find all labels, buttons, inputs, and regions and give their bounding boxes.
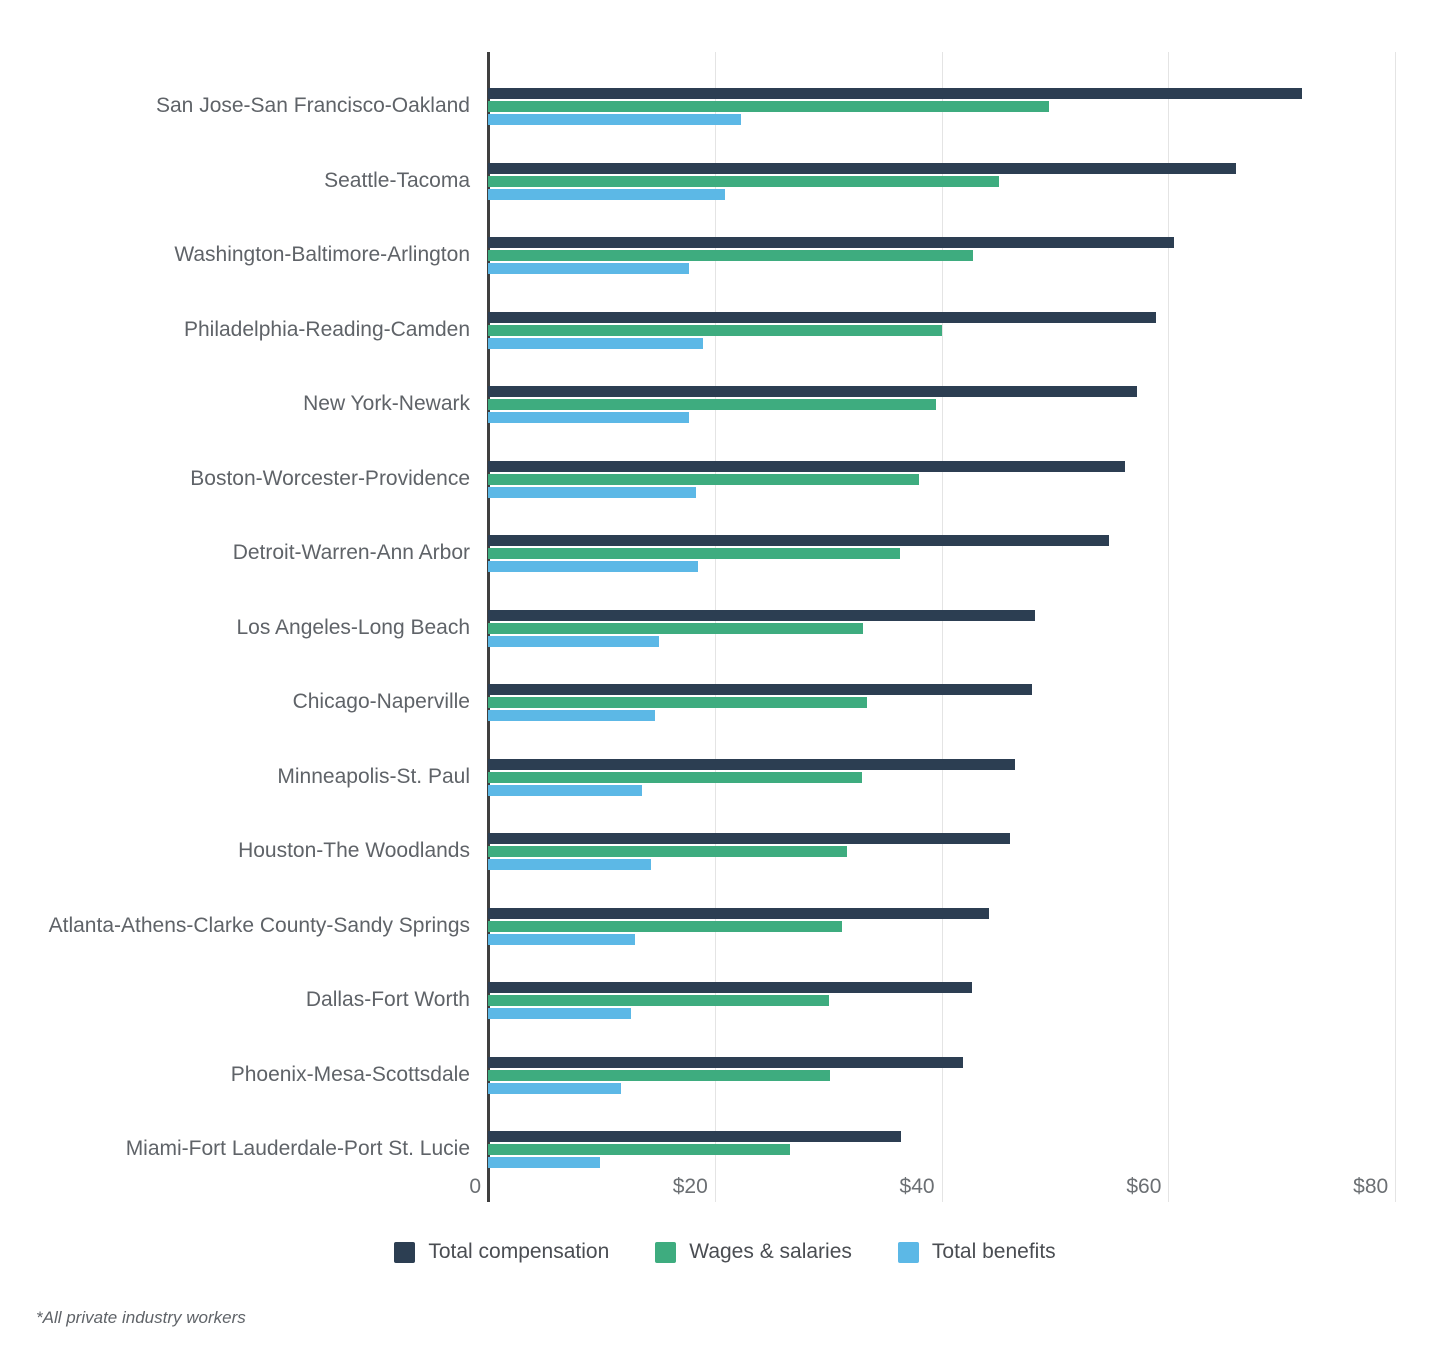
gridline-60 [1168,52,1170,1202]
bar-wages-salaries[interactable] [488,473,919,485]
footnote: *All private industry workers [36,1308,246,1327]
bar-wages-salaries[interactable] [488,324,942,336]
bar-total-compensation[interactable] [488,1056,963,1068]
bar-wages-salaries[interactable] [488,771,862,783]
bar-wages-salaries[interactable] [488,1069,830,1081]
bar-total-benefits[interactable] [488,1157,600,1168]
category-label: Washington-Baltimore-Arlington [174,243,470,266]
legend-label: Total compensation [428,1240,610,1263]
bar-total-benefits[interactable] [488,1082,621,1094]
category-label: New York-Newark [303,392,470,415]
bar-wages-salaries[interactable] [488,846,847,857]
x-tick-label: 0 [469,1175,481,1198]
legend-swatch-icon [897,1241,919,1263]
x-tick-label: $60 [1126,1175,1162,1198]
legend: Total compensation Wages & salaries Total … [0,1240,1450,1264]
legend-item-total-benefits[interactable]: Total benefits [897,1240,1056,1264]
legend-swatch-icon [655,1241,677,1263]
bar-wages-salaries[interactable] [488,175,999,187]
bar-total-benefits[interactable] [488,561,698,572]
bar-total-benefits[interactable] [488,337,703,349]
bar-total-compensation[interactable] [488,311,1156,323]
bar-wages-salaries[interactable] [488,920,842,932]
legend-item-total-compensation[interactable]: Total compensation [394,1240,609,1264]
category-label: Dallas-Fort Worth [305,988,470,1011]
bar-total-compensation[interactable] [488,833,1010,844]
bar-wages-salaries[interactable] [488,101,1049,112]
bar-wages-salaries[interactable] [488,250,973,261]
x-tick-label: $20 [672,1175,708,1198]
bar-wages-salaries[interactable] [488,622,863,634]
bar-wages-salaries[interactable] [488,399,936,410]
bar-total-compensation[interactable] [488,907,989,919]
bar-total-benefits[interactable] [488,486,696,498]
category-label: Seattle-Tacoma [324,168,470,192]
legend-item-wages-salaries[interactable]: Wages & salaries [655,1240,852,1264]
x-tick-label: $40 [899,1175,935,1198]
category-label: Boston-Worcester-Providence [190,466,470,490]
bar-total-compensation[interactable] [488,535,1109,546]
bar-wages-salaries[interactable] [488,548,900,559]
bar-total-benefits[interactable] [488,188,725,200]
bar-total-compensation[interactable] [488,460,1125,472]
bar-total-benefits[interactable] [488,859,651,870]
bar-total-benefits[interactable] [488,784,642,796]
category-label: Miami-Fort Lauderdale-Port St. Lucie [125,1137,470,1160]
bar-total-compensation[interactable] [488,1131,901,1142]
category-label: Minneapolis-St. Paul [277,764,470,788]
bar-total-compensation[interactable] [488,684,1032,695]
bar-total-benefits[interactable] [488,263,689,274]
category-label: Detroit-Warren-Ann Arbor [232,541,470,564]
bar-wages-salaries[interactable] [488,1144,790,1155]
category-label: Los Angeles-Long Beach [236,615,470,639]
bar-total-compensation[interactable] [488,982,972,993]
category-label: Philadelphia-Reading-Camden [183,317,470,341]
legend-swatch-icon [394,1241,416,1263]
bar-total-benefits[interactable] [488,933,635,945]
gridline-80 [1395,52,1397,1202]
bar-total-compensation[interactable] [488,758,1015,770]
gridline-40 [941,52,943,1202]
category-label: Houston-The Woodlands [238,839,470,862]
legend-label: Total benefits [931,1240,1056,1263]
category-label: Atlanta-Athens-Clarke County-Sandy Sprin… [48,913,470,937]
category-label: San Jose-San Francisco-Oakland [156,94,470,117]
bar-wages-salaries[interactable] [488,697,867,708]
bar-total-benefits[interactable] [488,710,655,721]
bar-total-benefits[interactable] [488,412,689,423]
category-label: Phoenix-Mesa-Scottsdale [230,1062,470,1086]
bar-total-compensation[interactable] [488,609,1035,621]
legend-label: Wages & salaries [689,1240,852,1263]
bar-total-compensation[interactable] [488,237,1174,248]
bar-total-compensation[interactable] [488,162,1236,174]
bar-total-benefits[interactable] [488,114,741,125]
bar-total-benefits[interactable] [488,1008,631,1019]
bar-wages-salaries[interactable] [488,995,829,1006]
category-label: Chicago-Naperville [292,690,470,713]
bar-total-compensation[interactable] [488,88,1302,99]
bar-total-compensation[interactable] [488,386,1137,397]
bar-total-benefits[interactable] [488,635,659,647]
x-tick-label: $80 [1353,1175,1389,1198]
